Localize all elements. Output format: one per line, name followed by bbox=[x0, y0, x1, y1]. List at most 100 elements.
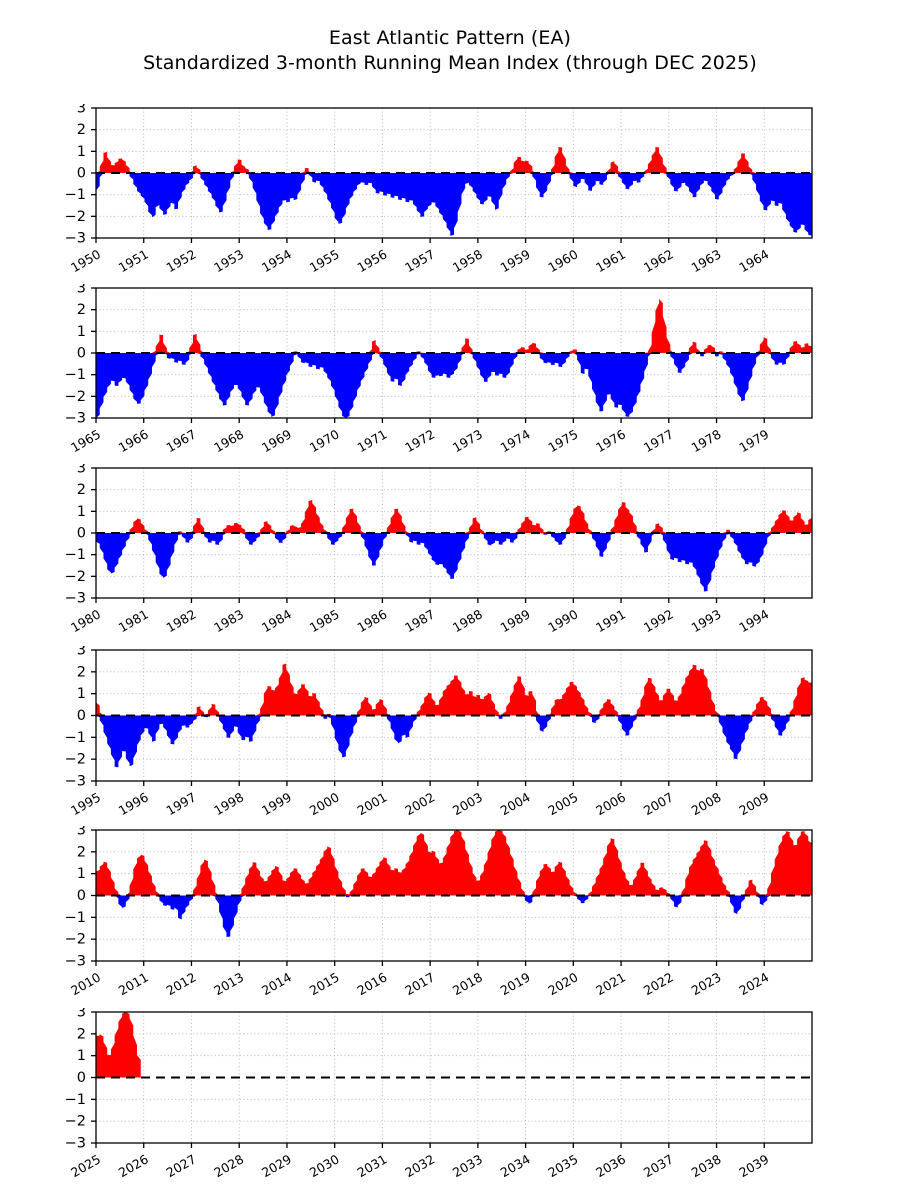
x-tick-label: 1955 bbox=[307, 246, 342, 275]
x-tick-label: 1965 bbox=[68, 426, 103, 455]
x-tick-label: 1987 bbox=[402, 606, 437, 635]
x-tick-label: 1993 bbox=[689, 606, 724, 635]
x-tick-label: 2035 bbox=[545, 1151, 580, 1180]
x-tick-label: 2000 bbox=[307, 789, 342, 818]
x-tick-label: 1997 bbox=[164, 789, 199, 818]
x-tick-label: 2024 bbox=[736, 969, 771, 998]
x-tick-label: 2038 bbox=[689, 1151, 724, 1180]
x-tick-label: 1972 bbox=[402, 426, 437, 455]
y-tick-label: 3 bbox=[77, 646, 86, 659]
x-tick-label: 2026 bbox=[116, 1151, 151, 1180]
x-tick-label: 2007 bbox=[641, 789, 676, 818]
y-axis: 3 2 1 0 −1 −2 −3 bbox=[65, 104, 96, 247]
y-tick-label: 2 bbox=[77, 122, 86, 138]
series-area bbox=[96, 499, 812, 592]
x-tick-label: 1985 bbox=[307, 606, 342, 635]
x-tick-label: 1986 bbox=[354, 606, 389, 635]
x-tick-label: 1982 bbox=[164, 606, 199, 635]
y-axis: 3 2 1 0 −1 −2 −3 bbox=[65, 1008, 96, 1152]
x-tick-label: 1968 bbox=[211, 426, 246, 455]
y-tick-label: −1 bbox=[65, 1092, 86, 1108]
y-tick-label: 1 bbox=[77, 686, 86, 702]
x-tick-label: 2030 bbox=[307, 1151, 342, 1180]
x-tick-label: 1970 bbox=[307, 426, 342, 455]
x-tick-label: 2028 bbox=[211, 1151, 246, 1180]
x-tick-label: 2013 bbox=[211, 969, 246, 998]
y-tick-label: −1 bbox=[65, 367, 86, 383]
x-tick-label: 1992 bbox=[641, 606, 676, 635]
panel-2025-2039: 3 2 1 0 −1 −2 −3 2025 2026 2027 2028 2029 2030 2031 20… bbox=[0, 1008, 900, 1188]
x-axis: 1980 1981 1982 1983 1984 1985 1986 1987 1988 1989… bbox=[68, 598, 771, 635]
x-tick-label: 1958 bbox=[450, 246, 485, 275]
x-tick-label: 1998 bbox=[211, 789, 246, 818]
y-tick-label: 1 bbox=[77, 504, 86, 520]
x-tick-label: 1977 bbox=[641, 426, 676, 455]
x-tick-label: 1973 bbox=[450, 426, 485, 455]
x-tick-label: 2036 bbox=[593, 1151, 628, 1180]
y-tick-label: 0 bbox=[77, 166, 86, 182]
x-tick-label: 1990 bbox=[545, 606, 580, 635]
x-tick-label: 2004 bbox=[498, 789, 533, 818]
y-tick-label: −1 bbox=[65, 730, 86, 746]
x-tick-label: 1974 bbox=[498, 426, 533, 455]
y-axis: 3 2 1 0 −1 −2 −3 bbox=[65, 284, 96, 427]
panel-1980-1994: 3 2 1 0 −1 −2 −3 1980 1981 1982 1983 1984 1985 1986 19… bbox=[0, 464, 900, 644]
x-tick-label: 2031 bbox=[354, 1151, 389, 1180]
x-axis: 2025 2026 2027 2028 2029 2030 2031 2032 2033 2034… bbox=[68, 1143, 771, 1180]
y-tick-label: 2 bbox=[77, 844, 86, 860]
panel-1995-2009: 3 2 1 0 −1 −2 −3 1995 1996 1997 1998 1999 2000 2001 20… bbox=[0, 646, 900, 826]
x-tick-label: 2023 bbox=[689, 969, 724, 998]
y-axis: 3 2 1 0 −1 −2 −3 bbox=[65, 826, 96, 970]
x-tick-label: 2018 bbox=[450, 969, 485, 998]
y-tick-label: −3 bbox=[65, 954, 86, 970]
y-tick-label: 2 bbox=[77, 302, 86, 318]
x-tick-label: 2022 bbox=[641, 969, 676, 998]
y-tick-label: −3 bbox=[65, 231, 86, 247]
y-tick-label: −1 bbox=[65, 187, 86, 203]
x-tick-label: 1953 bbox=[211, 246, 246, 275]
y-tick-label: 0 bbox=[77, 526, 86, 542]
x-tick-label: 1989 bbox=[498, 606, 533, 635]
y-tick-label: −2 bbox=[65, 932, 86, 948]
y-tick-label: −3 bbox=[65, 1136, 86, 1152]
y-tick-label: 2 bbox=[77, 482, 86, 498]
x-tick-label: 2014 bbox=[259, 969, 294, 998]
y-tick-label: 2 bbox=[77, 664, 86, 680]
y-tick-label: 0 bbox=[77, 346, 86, 362]
x-tick-label: 2032 bbox=[402, 1151, 437, 1180]
panel-1965-1979: 3 2 1 0 −1 −2 −3 1965 1966 1967 1968 1969 1970 1971 19… bbox=[0, 284, 900, 464]
x-tick-label: 1999 bbox=[259, 789, 294, 818]
title-line-1: East Atlantic Pattern (EA) bbox=[328, 27, 572, 49]
x-tick-label: 1957 bbox=[402, 246, 437, 275]
x-tick-label: 1980 bbox=[68, 606, 103, 635]
x-tick-label: 2010 bbox=[68, 969, 103, 998]
x-tick-label: 2011 bbox=[116, 969, 151, 998]
x-tick-label: 1969 bbox=[259, 426, 294, 455]
chart-title: East Atlantic Pattern (EA) Standardized … bbox=[0, 26, 900, 77]
x-tick-label: 1976 bbox=[593, 426, 628, 455]
x-tick-label: 1966 bbox=[116, 426, 151, 455]
x-tick-label: 1951 bbox=[116, 246, 151, 275]
x-tick-label: 1991 bbox=[593, 606, 628, 635]
x-tick-label: 2025 bbox=[68, 1151, 103, 1180]
y-tick-label: 0 bbox=[77, 1070, 86, 1086]
x-tick-label: 2029 bbox=[259, 1151, 294, 1180]
x-tick-label: 1967 bbox=[164, 426, 199, 455]
y-tick-label: 0 bbox=[77, 708, 86, 724]
x-tick-label: 1962 bbox=[641, 246, 676, 275]
y-tick-label: −2 bbox=[65, 389, 86, 405]
y-tick-label: −3 bbox=[65, 774, 86, 790]
x-tick-label: 2005 bbox=[545, 789, 580, 818]
x-tick-label: 2003 bbox=[450, 789, 485, 818]
x-tick-label: 1978 bbox=[689, 426, 724, 455]
series-area bbox=[96, 663, 812, 768]
x-tick-label: 1981 bbox=[116, 606, 151, 635]
panel-1950-1964: 3 2 1 0 −1 −2 −3 1950 1951 1952 1953 1954 1955 1956 19… bbox=[0, 104, 900, 284]
x-tick-label: 1963 bbox=[689, 246, 724, 275]
x-tick-label: 1964 bbox=[736, 246, 771, 275]
x-tick-label: 2009 bbox=[736, 789, 771, 818]
x-tick-label: 2012 bbox=[164, 969, 199, 998]
series-area bbox=[96, 298, 812, 418]
series-area bbox=[96, 147, 812, 236]
